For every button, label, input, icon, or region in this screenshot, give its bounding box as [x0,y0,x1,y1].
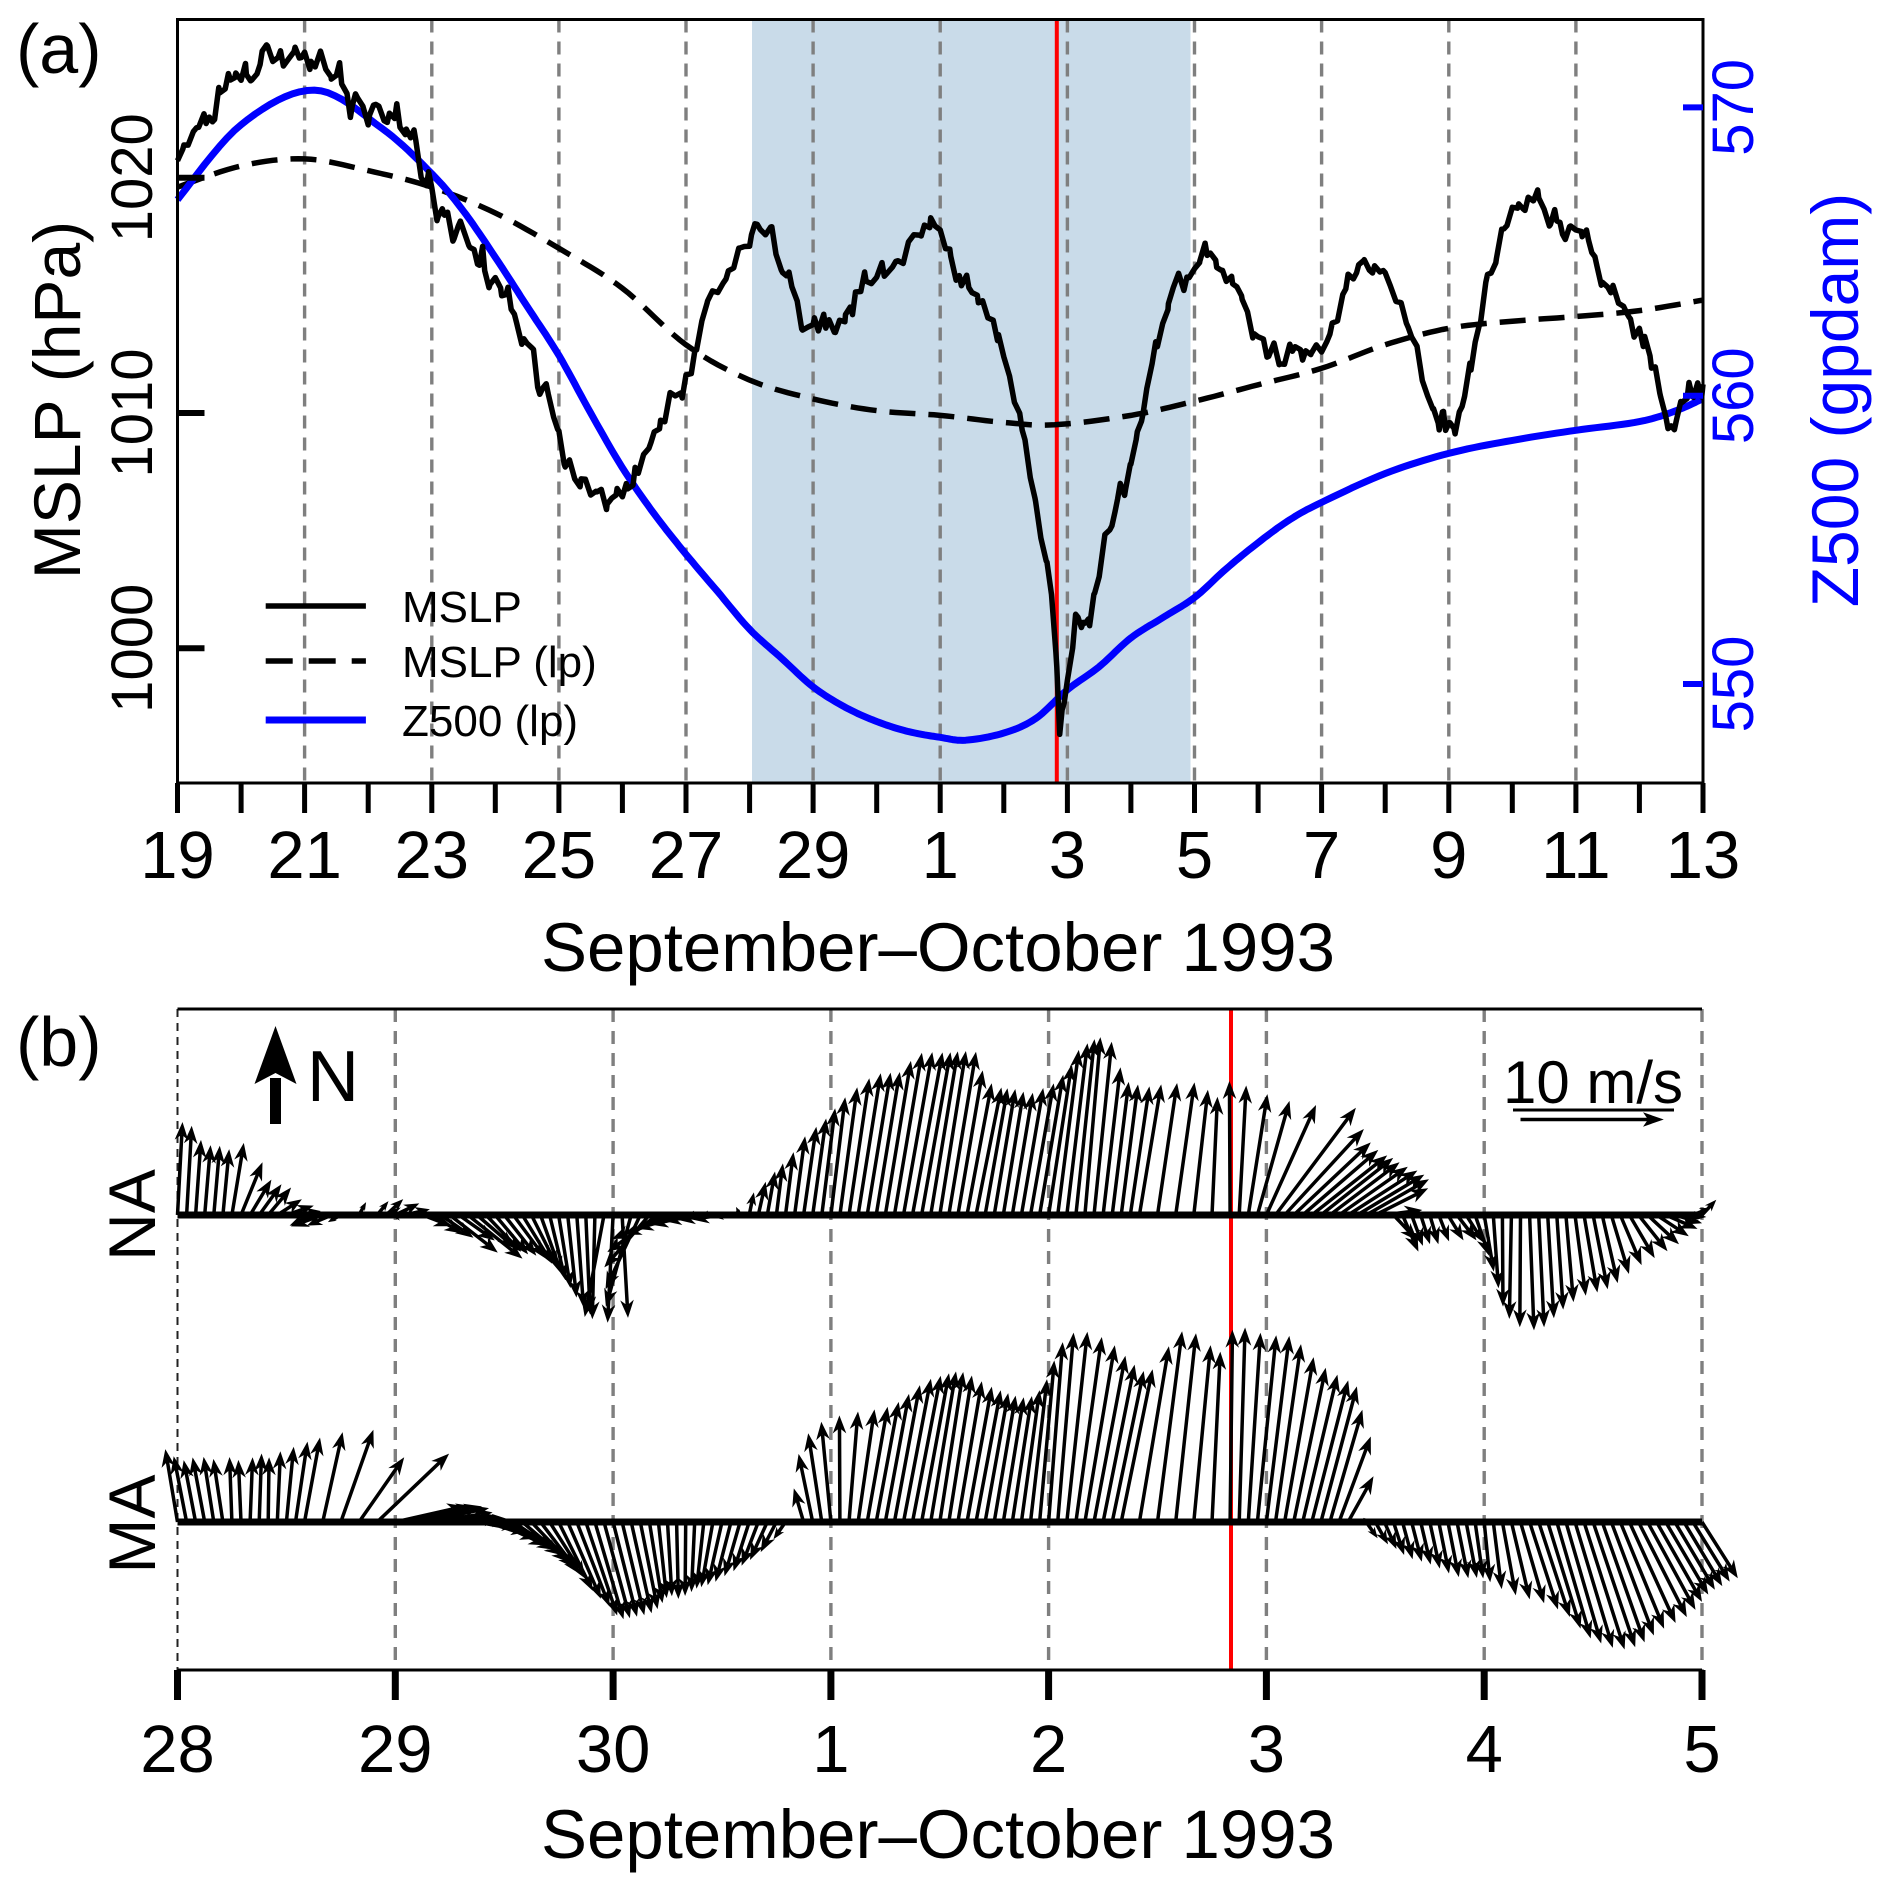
svg-text:September–October 1993: September–October 1993 [541,1796,1335,1873]
svg-text:NA: NA [95,1169,169,1261]
svg-text:13: 13 [1666,818,1741,893]
svg-text:5: 5 [1176,818,1213,893]
svg-text:MSLP (hPa): MSLP (hPa) [20,221,94,579]
svg-text:7: 7 [1303,818,1340,893]
svg-text:9: 9 [1430,818,1467,893]
svg-text:MSLP: MSLP [402,583,522,632]
svg-text:Z500 (gpdam): Z500 (gpdam) [1798,193,1872,608]
svg-text:25: 25 [522,818,597,893]
svg-text:1: 1 [922,818,959,893]
svg-text:21: 21 [267,818,342,893]
svg-text:1000: 1000 [100,584,165,713]
svg-text:550: 550 [1701,636,1766,733]
svg-text:3: 3 [1248,1712,1285,1787]
svg-text:23: 23 [395,818,470,893]
svg-text:30: 30 [576,1712,651,1787]
svg-text:570: 570 [1701,59,1766,156]
svg-text:10 m/s: 10 m/s [1503,1049,1683,1116]
svg-text:29: 29 [358,1712,433,1787]
svg-text:N: N [307,1037,359,1117]
svg-text:Z500 (lp): Z500 (lp) [402,697,578,746]
svg-text:1: 1 [812,1712,849,1787]
svg-text:19: 19 [140,818,215,893]
svg-text:(a): (a) [16,10,102,88]
svg-text:1020: 1020 [100,113,165,242]
svg-text:5: 5 [1683,1712,1720,1787]
svg-text:560: 560 [1701,347,1766,444]
svg-text:27: 27 [649,818,724,893]
svg-text:MA: MA [95,1475,169,1574]
svg-text:3: 3 [1049,818,1086,893]
svg-text:28: 28 [140,1712,215,1787]
svg-text:MSLP (lp): MSLP (lp) [402,638,597,687]
svg-text:1010: 1010 [100,348,165,477]
svg-text:11: 11 [1541,818,1611,893]
svg-text:29: 29 [776,818,851,893]
svg-text:4: 4 [1466,1712,1503,1787]
svg-text:(b): (b) [16,1003,102,1081]
svg-text:September–October 1993: September–October 1993 [541,909,1335,986]
svg-text:2: 2 [1030,1712,1067,1787]
